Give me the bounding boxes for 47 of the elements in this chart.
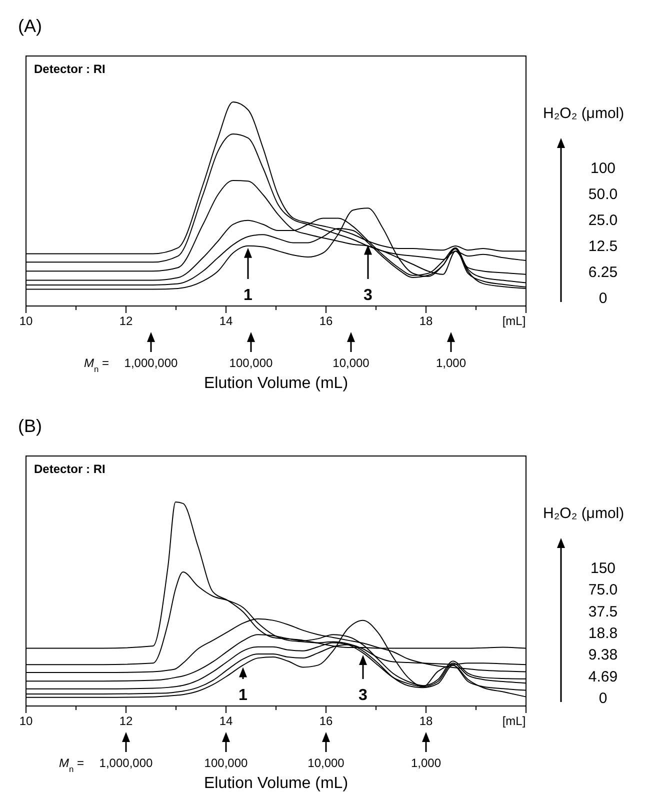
annotation: 1: [244, 287, 253, 304]
x2-tick-label: 1,000: [436, 356, 466, 370]
chart-title: (B): [18, 416, 42, 436]
x2-tick-label: 100,000: [204, 756, 248, 770]
text: 4.69: [588, 668, 618, 686]
text: 50.0: [588, 186, 618, 203]
x2-tick-label: 10,000: [332, 356, 370, 370]
x-tick-label: 18: [419, 314, 433, 328]
x-tick-label: 18: [419, 714, 433, 728]
x2-axis-title: M$_{n}$ =: [84, 356, 109, 374]
x-tick-label: 14: [219, 714, 233, 728]
x2-tick-label: 10,000: [308, 756, 345, 770]
text: 12.5: [588, 238, 618, 255]
text: 9.38: [588, 646, 618, 664]
x-tick-label: 16: [319, 314, 333, 328]
x-tick-label: 10: [19, 314, 33, 328]
x-axis-title: Elution Volume (mL): [204, 375, 348, 392]
text: 75.0: [588, 582, 618, 599]
text: 6.25: [588, 264, 618, 281]
chart-title: (A): [18, 16, 42, 36]
text: Detector : RI: [34, 62, 106, 76]
x-tick-label: 10: [19, 714, 33, 728]
text: 18.8: [588, 625, 618, 642]
x-axis-title: Elution Volume (mL): [204, 775, 348, 792]
x2-tick-label: 1,000: [410, 756, 442, 770]
x-tick-label: 14: [219, 314, 233, 328]
annotation: 3: [358, 687, 368, 704]
legend-title: H₂O₂ (μmol): [543, 105, 624, 122]
text: Detector : RI: [34, 462, 106, 476]
text: 0: [598, 690, 608, 707]
annotation: 1: [238, 687, 248, 704]
x2-tick-label: 1,000,000: [124, 356, 178, 370]
x-tick-label: [mL]: [502, 714, 526, 728]
x2-tick-label: 100,000: [229, 356, 274, 370]
x2-axis-title: M$_{n}$ =: [58, 756, 84, 774]
annotation: 3: [364, 287, 373, 304]
x-tick-label: 16: [319, 714, 333, 728]
x-tick-label: [mL]: [502, 314, 526, 328]
text: 37.5: [588, 603, 618, 620]
x2-tick-label: 1,000,000: [99, 756, 154, 770]
x-tick-label: 12: [119, 314, 133, 328]
x-tick-label: 12: [119, 714, 133, 728]
text: 100: [590, 160, 616, 177]
text: 25.0: [588, 212, 618, 229]
legend-title: H₂O₂ (μmol): [543, 505, 624, 522]
text: 150: [590, 560, 616, 577]
text: 0: [598, 290, 608, 307]
